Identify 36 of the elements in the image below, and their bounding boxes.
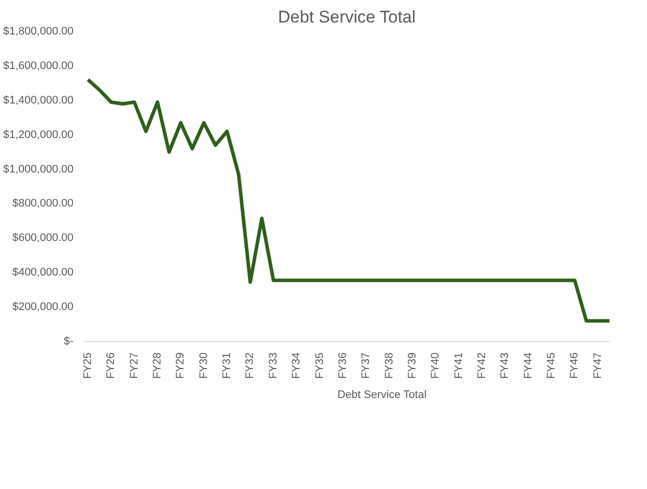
x-tick-label: FY44 — [522, 352, 534, 379]
line-series — [86, 78, 610, 323]
y-tick-label: $1,000,000.00 — [3, 163, 74, 176]
y-tick-label: $1,800,000.00 — [3, 26, 74, 38]
x-tick-label: FY27 — [128, 352, 140, 379]
x-tick-label: FY35 — [314, 352, 326, 379]
y-tick-label: $800,000.00 — [12, 198, 74, 210]
x-tick-label: FY39 — [406, 352, 418, 379]
x-tick-label: FY42 — [476, 352, 488, 379]
x-tick-label: FY26 — [105, 352, 118, 379]
x-tick-label: FY47 — [592, 352, 604, 379]
y-tick-label: $1,600,000.00 — [3, 60, 74, 72]
y-tick-label: $1,200,000.00 — [3, 128, 74, 141]
y-tick-label: $- — [64, 336, 74, 348]
x-tick-label: FY46 — [568, 352, 581, 379]
x-tick-label: FY45 — [546, 352, 558, 379]
x-tick-label: FY36 — [336, 352, 349, 379]
x-tick-label: FY32 — [244, 352, 256, 379]
x-tick-label: FY31 — [221, 352, 234, 379]
x-tick-label: FY41 — [452, 352, 465, 379]
y-tick-label: $400,000.00 — [12, 266, 74, 279]
y-tick-label: $600,000.00 — [12, 232, 74, 244]
y-tick-label: $1,400,000.00 — [3, 94, 74, 106]
x-tick-label: FY25 — [82, 352, 94, 379]
x-tick-label: FY30 — [198, 352, 210, 379]
x-tick-label: FY34 — [290, 352, 303, 379]
x-tick-label: FY33 — [267, 352, 280, 379]
x-tick-label: FY38 — [383, 352, 396, 379]
x-tick-label: FY37 — [360, 352, 372, 379]
x-tick-label: FY29 — [174, 352, 187, 379]
text: Debt Service Total — [337, 389, 427, 401]
x-tick-label: FY40 — [430, 352, 442, 379]
x-tick-label: FY28 — [152, 352, 164, 379]
y-tick-label: $200,000.00 — [12, 301, 74, 314]
chart-title: Debt Service Total — [278, 8, 416, 26]
x-tick-label: FY43 — [499, 352, 512, 379]
